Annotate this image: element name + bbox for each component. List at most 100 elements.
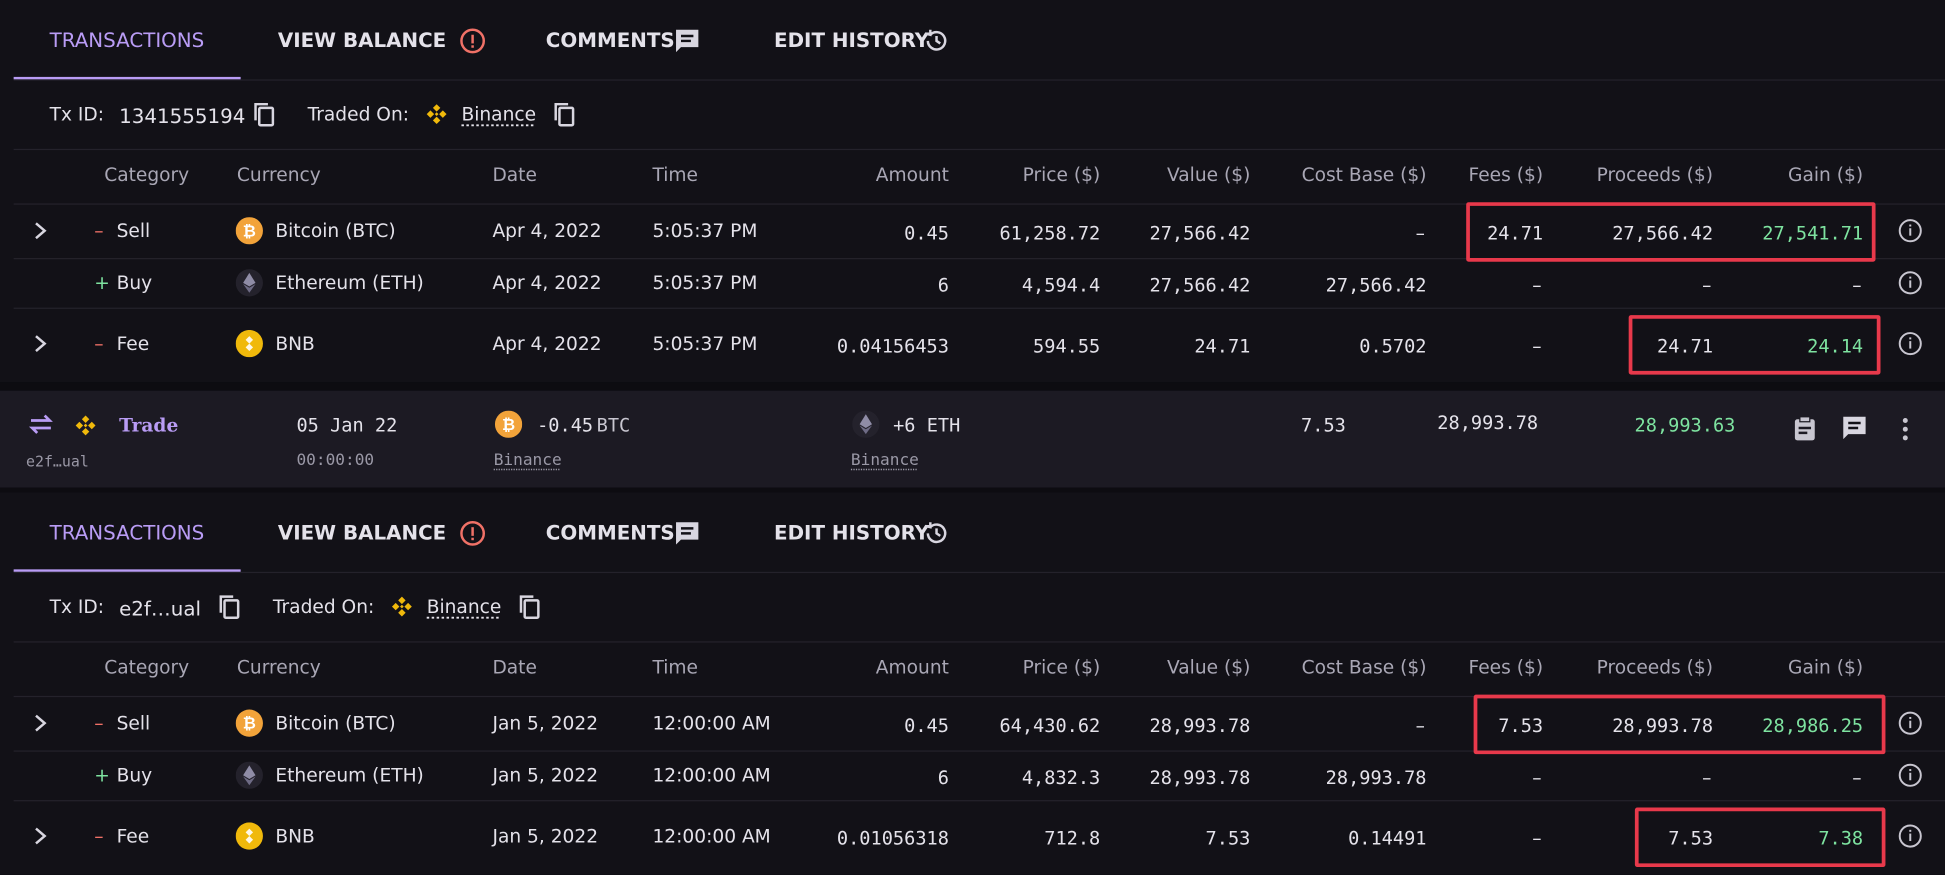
category-sign: –	[94, 824, 104, 848]
cell-gain: –	[1852, 766, 1862, 789]
column-header: Date	[492, 163, 537, 187]
column-header: Cost Base ($)	[1301, 656, 1427, 679]
category: Fee	[116, 824, 150, 848]
currency: Bitcoin (BTC)	[275, 219, 396, 242]
row-info[interactable]	[1898, 763, 1923, 788]
time: 12:00:00 AM	[652, 824, 771, 848]
more-button[interactable]	[1902, 417, 1909, 442]
tab[interactable]: VIEW BALANCE	[277, 28, 447, 53]
row-divider	[13, 203, 1945, 205]
highlight-box	[1466, 202, 1876, 262]
column-header: Fees ($)	[1468, 656, 1544, 679]
row-divider	[13, 258, 1945, 260]
cell-price: 64,430.62	[999, 714, 1101, 737]
active-tab-underline	[13, 569, 241, 572]
column-header: Category	[104, 163, 190, 187]
tx-id-label: Tx ID:	[49, 595, 105, 618]
tab[interactable]: COMMENTS	[545, 28, 675, 53]
column-header: Time	[652, 163, 699, 187]
copy-exchange[interactable]	[517, 593, 542, 620]
column-header: Amount	[875, 656, 949, 679]
exchange-link[interactable]: Binance	[426, 595, 502, 618]
cell-fees: 7.53	[1498, 714, 1544, 737]
cell-value: 24.71	[1194, 334, 1251, 358]
transaction-panel	[0, 492, 1945, 875]
cell-gain: –	[1852, 274, 1862, 297]
trade-gain: 28,993.63	[1634, 414, 1736, 437]
exchange-icon	[73, 413, 98, 438]
trade-time: 00:00:00	[296, 451, 375, 471]
column-header: Cost Base ($)	[1301, 163, 1427, 187]
expand-row[interactable]	[32, 334, 49, 354]
cell-proceeds: 7.53	[1668, 827, 1714, 850]
tab[interactable]: TRANSACTIONS	[49, 520, 205, 545]
cell-cost-base: –	[1415, 222, 1425, 245]
column-header: Currency	[236, 163, 321, 187]
tab-icon	[674, 27, 701, 54]
time: 5:05:37 PM	[652, 271, 758, 294]
tab[interactable]: TRANSACTIONS	[49, 28, 205, 53]
currency: BNB	[275, 824, 315, 848]
row-info[interactable]	[1898, 218, 1923, 243]
trade-date: 05 Jan 22	[296, 414, 398, 437]
svg-text:₿: ₿	[243, 221, 256, 240]
column-header: Time	[652, 656, 699, 679]
row-divider	[13, 641, 1945, 643]
trade-type: Trade	[119, 414, 179, 437]
row-info[interactable]	[1898, 270, 1923, 295]
row-info[interactable]	[1898, 331, 1923, 356]
trade-row[interactable]	[0, 390, 1945, 488]
cell-proceeds: –	[1702, 274, 1712, 297]
notes-button[interactable]	[1792, 414, 1817, 441]
time: 5:05:37 PM	[652, 332, 758, 355]
sent-exchange[interactable]: Binance	[493, 451, 562, 471]
cell-value: 27,566.42	[1149, 222, 1251, 245]
currency: BNB	[275, 332, 315, 355]
exchange-link[interactable]: Binance	[461, 102, 537, 126]
received-currency-icon	[852, 410, 880, 438]
tab[interactable]: EDIT HISTORY	[774, 520, 930, 545]
date: Apr 4, 2022	[492, 219, 602, 242]
column-header: Value ($)	[1166, 163, 1251, 187]
cell-fees: –	[1532, 766, 1542, 789]
tab-icon	[459, 520, 486, 547]
cell-price: 712.8	[1044, 827, 1101, 850]
cell-fees: –	[1532, 274, 1542, 297]
tab[interactable]: COMMENTS	[545, 520, 675, 545]
expand-row[interactable]	[32, 713, 49, 733]
cell-fees: –	[1532, 827, 1542, 850]
column-header: Category	[104, 656, 190, 679]
copy-exchange[interactable]	[552, 100, 577, 127]
expand-row[interactable]	[32, 826, 49, 846]
comments-button[interactable]	[1841, 414, 1868, 441]
expand-row[interactable]	[32, 221, 49, 241]
cell-cost-base: 0.5702	[1359, 334, 1427, 358]
column-header: Price ($)	[1022, 163, 1101, 187]
row-divider	[13, 79, 1945, 81]
cell-value: 7.53	[1205, 827, 1251, 850]
received-exchange[interactable]: Binance	[850, 451, 919, 471]
column-header: Date	[492, 656, 537, 679]
tab-icon	[459, 27, 486, 54]
category: Buy	[116, 764, 153, 787]
copy-tx-id[interactable]	[252, 100, 277, 127]
category: Sell	[116, 219, 151, 242]
row-info[interactable]	[1898, 711, 1923, 736]
cell-amount: 6	[937, 274, 949, 297]
highlight-box	[1628, 315, 1881, 375]
trade-type-icon	[27, 411, 54, 438]
tab[interactable]: EDIT HISTORY	[774, 28, 930, 53]
cell-cost-base: 27,566.42	[1325, 274, 1427, 297]
traded-on-label: Traded On:	[272, 595, 375, 618]
sent-currency: BTC	[596, 414, 631, 437]
copy-tx-id[interactable]	[217, 593, 242, 620]
row-info[interactable]	[1898, 824, 1923, 849]
category: Buy	[116, 271, 153, 294]
traded-on-label: Traded On:	[307, 102, 410, 126]
currency-icon	[235, 822, 263, 850]
tab[interactable]: VIEW BALANCE	[277, 520, 447, 545]
tx-id: e2f…ual	[119, 596, 202, 621]
cell-gain: 24.14	[1807, 334, 1864, 358]
date: Apr 4, 2022	[492, 332, 602, 355]
trade-tx-id: e2f…ual	[26, 452, 89, 471]
